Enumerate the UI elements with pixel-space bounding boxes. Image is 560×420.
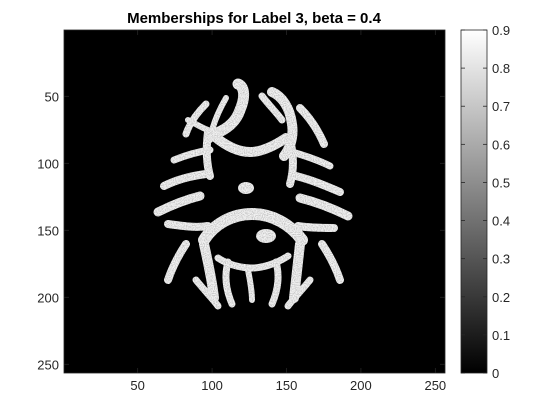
colorbar: 0 0.1 0.2 0.3 0.4 0.5 0.6 0.7 0.8 0.9 (460, 23, 510, 381)
x-tick-label: 50 (130, 378, 144, 393)
colorbar-frame (460, 29, 488, 374)
colorbar-gradient (461, 30, 487, 373)
x-tick-label: 200 (350, 378, 372, 393)
x-tick-label: 100 (201, 378, 223, 393)
axes-frame (63, 29, 446, 374)
colorbar-tick-label: 0.7 (492, 99, 510, 114)
y-tick-label: 50 (45, 89, 59, 104)
chart-title: Memberships for Label 3, beta = 0.4 (127, 10, 381, 27)
y-tick-label: 150 (37, 223, 59, 238)
x-tick-label: 250 (424, 378, 446, 393)
image-axes: 50 100 150 200 250 50 100 150 200 250 (37, 29, 446, 393)
image-speckle (64, 30, 445, 373)
x-tick-label: 150 (276, 378, 298, 393)
x-axis-ticks: 50 100 150 200 250 (130, 30, 446, 393)
y-tick-label: 100 (37, 156, 59, 171)
y-tick-label: 200 (37, 290, 59, 305)
y-tick-label: 250 (37, 357, 59, 372)
membership-image (64, 30, 445, 373)
colorbar-ticks: 0 0.1 0.2 0.3 0.4 0.5 0.6 0.7 0.8 0.9 (461, 23, 510, 381)
colorbar-tick-label: 0.3 (492, 252, 510, 267)
colorbar-tick-label: 0.5 (492, 175, 510, 190)
colorbar-tick-label: 0.2 (492, 290, 510, 305)
y-axis-ticks: 50 100 150 200 250 (37, 89, 445, 372)
colorbar-tick-label: 0.4 (492, 214, 510, 229)
colorbar-tick-label: 0.9 (492, 23, 510, 38)
colorbar-tick-label: 0.6 (492, 137, 510, 152)
colorbar-tick-label: 0.8 (492, 61, 510, 76)
colorbar-tick-label: 0.1 (492, 328, 510, 343)
colorbar-tick-label: 0 (492, 366, 499, 381)
